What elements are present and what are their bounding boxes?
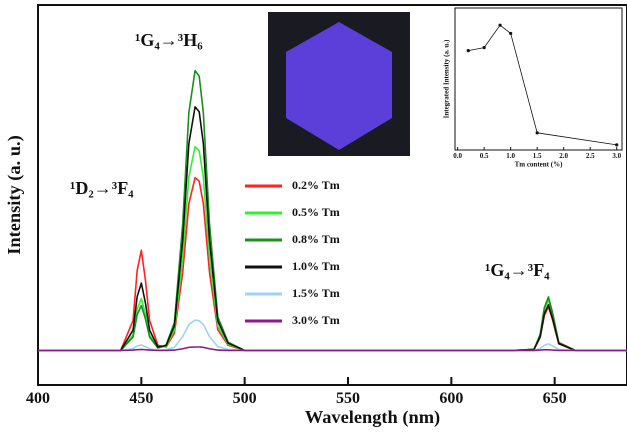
series-line bbox=[38, 319, 627, 352]
y-axis-label: Integrated Intensity (a. u.) bbox=[443, 39, 451, 118]
x-tick-label: 650 bbox=[543, 390, 567, 407]
legend-label: 0.5% Tm bbox=[292, 205, 340, 219]
x-tick-label: 500 bbox=[233, 390, 257, 407]
annotation: ¹D₂→³F₄ bbox=[70, 178, 134, 198]
legend-label: 0.2% Tm bbox=[292, 178, 340, 192]
x-tick-label: 0.5 bbox=[480, 152, 489, 160]
x-tick-label: 2.0 bbox=[559, 152, 568, 160]
x-axis-label: Wavelength (nm) bbox=[305, 407, 440, 428]
series-line bbox=[38, 346, 627, 352]
y-axis-label: Intensity (a. u.) bbox=[4, 135, 25, 255]
x-tick-label: 1.0 bbox=[506, 152, 515, 160]
plot-frame bbox=[454, 7, 623, 151]
data-point bbox=[509, 31, 513, 36]
data-point bbox=[498, 23, 502, 27]
plot-frame bbox=[37, 4, 627, 386]
series-line bbox=[38, 106, 627, 352]
x-tick-label: 450 bbox=[129, 390, 153, 407]
inset-background bbox=[455, 8, 622, 150]
series-line bbox=[468, 24, 617, 146]
hexagon bbox=[286, 22, 392, 150]
annotation: ¹G₄→³F₄ bbox=[485, 260, 550, 280]
x-tick-label: 1.5 bbox=[533, 152, 542, 160]
data-point bbox=[615, 143, 619, 147]
legend-label: 0.8% Tm bbox=[292, 232, 340, 246]
x-tick-label: 600 bbox=[439, 390, 463, 407]
data-point bbox=[482, 46, 486, 50]
x-tick-label: 550 bbox=[336, 390, 360, 407]
annotation: ¹G₄→³H₆ bbox=[135, 30, 203, 50]
x-tick-label: 400 bbox=[26, 390, 50, 407]
x-tick-label: 0.0 bbox=[453, 152, 462, 160]
series-line bbox=[38, 69, 627, 352]
x-tick-label: 3.0 bbox=[612, 152, 621, 160]
legend-label: 1.0% Tm bbox=[292, 259, 340, 273]
series-line bbox=[38, 145, 627, 352]
data-point bbox=[535, 131, 539, 135]
x-tick-label: 2.5 bbox=[586, 152, 595, 160]
legend-label: 1.5% Tm bbox=[292, 286, 340, 300]
data-point bbox=[466, 49, 470, 53]
legend-label: 3.0% Tm bbox=[292, 313, 340, 327]
x-axis-label: Tm content (%) bbox=[515, 160, 563, 168]
